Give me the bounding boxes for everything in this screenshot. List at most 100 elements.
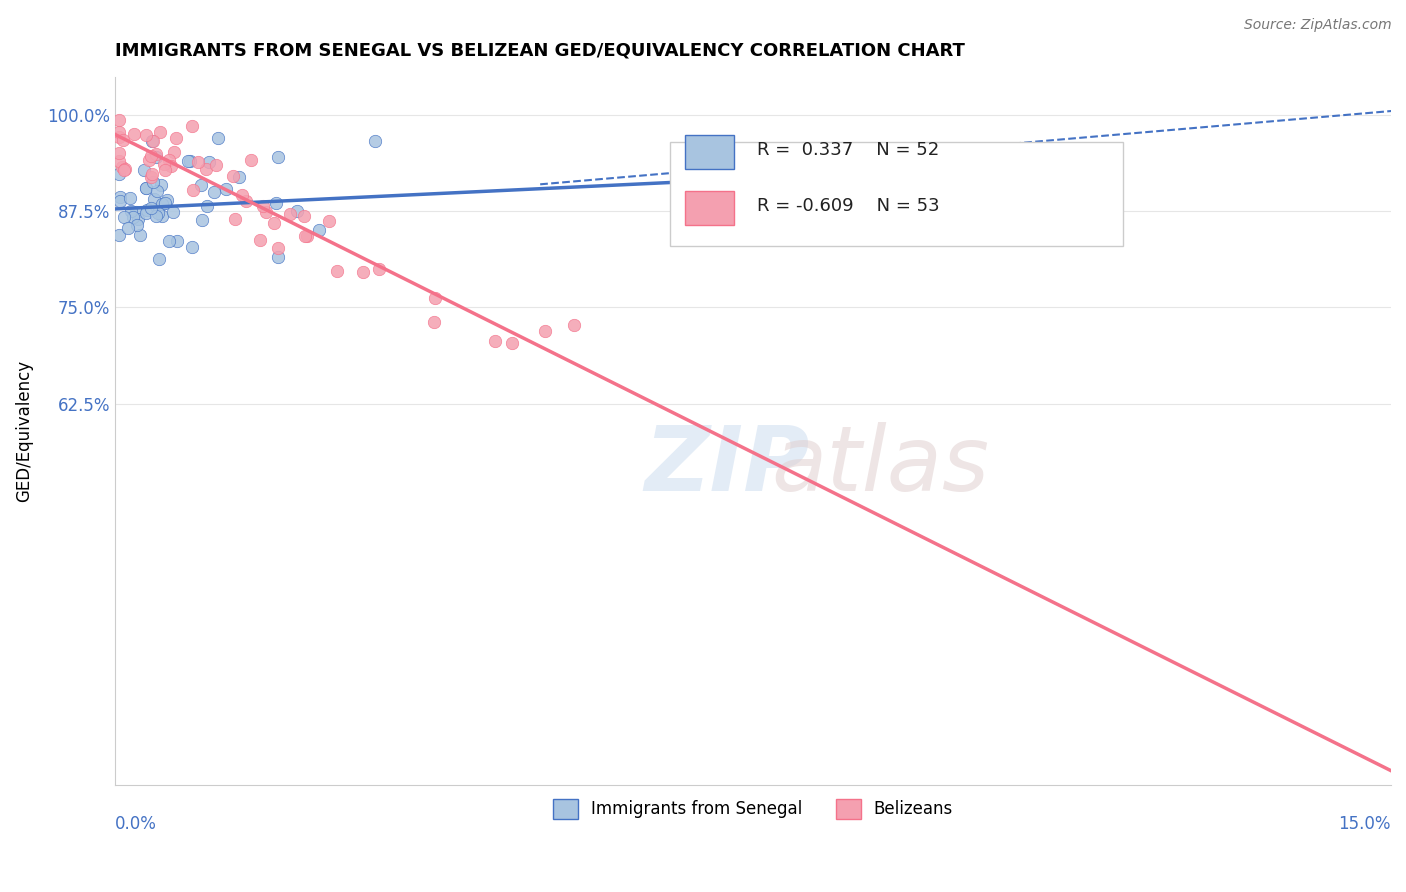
- Point: [135, 181, 157, 195]
- Text: ZIP: ZIP: [645, 422, 810, 510]
- Point: [134, 162, 156, 177]
- Point: [423, 291, 446, 305]
- Point: [352, 265, 374, 279]
- Point: [108, 167, 131, 181]
- Point: [146, 206, 169, 220]
- Point: [108, 112, 131, 127]
- Point: [122, 127, 145, 141]
- Point: [141, 134, 163, 148]
- Point: [108, 227, 131, 242]
- Point: [153, 157, 176, 171]
- Text: 0.0%: 0.0%: [115, 815, 156, 833]
- Point: [194, 162, 217, 177]
- Point: [252, 199, 274, 213]
- Point: [202, 185, 225, 199]
- Text: atlas: atlas: [772, 422, 990, 510]
- Point: [108, 190, 131, 204]
- Point: [149, 178, 172, 193]
- Point: [156, 193, 179, 207]
- Point: [534, 325, 557, 339]
- Point: [295, 228, 318, 243]
- Point: [363, 134, 385, 148]
- Point: [224, 211, 246, 226]
- Point: [231, 187, 253, 202]
- Point: [187, 155, 209, 169]
- Point: [127, 211, 149, 226]
- Point: [129, 227, 152, 242]
- Point: [267, 250, 290, 264]
- Point: [162, 205, 184, 219]
- Point: [145, 184, 167, 198]
- Point: [153, 196, 176, 211]
- Point: [176, 153, 198, 168]
- Point: [139, 148, 162, 162]
- Point: [145, 209, 167, 223]
- Point: [120, 192, 142, 206]
- Point: [125, 204, 148, 219]
- Point: [112, 133, 135, 147]
- Text: R =  0.337    N = 52: R = 0.337 N = 52: [756, 141, 939, 159]
- Point: [214, 182, 236, 196]
- Point: [222, 169, 245, 183]
- Point: [153, 163, 176, 178]
- Text: Source: ZipAtlas.com: Source: ZipAtlas.com: [1244, 18, 1392, 32]
- FancyBboxPatch shape: [685, 191, 734, 226]
- Point: [150, 196, 173, 211]
- Point: [138, 153, 160, 168]
- Point: [108, 194, 131, 209]
- Point: [145, 147, 167, 161]
- Point: [114, 210, 136, 224]
- Point: [166, 234, 188, 248]
- Point: [205, 158, 228, 172]
- Point: [136, 203, 159, 218]
- Point: [143, 192, 166, 206]
- Point: [135, 128, 157, 143]
- Point: [157, 153, 180, 167]
- Point: [235, 194, 257, 208]
- Point: [249, 233, 271, 247]
- Point: [145, 150, 167, 164]
- Point: [111, 160, 134, 174]
- Point: [267, 150, 290, 164]
- Point: [149, 125, 172, 139]
- Text: IMMIGRANTS FROM SENEGAL VS BELIZEAN GED/EQUIVALENCY CORRELATION CHART: IMMIGRANTS FROM SENEGAL VS BELIZEAN GED/…: [115, 42, 965, 60]
- Point: [294, 229, 316, 244]
- Point: [108, 146, 131, 161]
- Point: [139, 201, 162, 215]
- Point: [141, 167, 163, 181]
- Y-axis label: GED/Equivalency: GED/Equivalency: [15, 359, 32, 501]
- Point: [256, 204, 278, 219]
- Legend: Immigrants from Senegal, Belizeans: Immigrants from Senegal, Belizeans: [546, 792, 960, 826]
- FancyBboxPatch shape: [685, 135, 734, 169]
- Point: [135, 206, 157, 220]
- Point: [263, 216, 285, 230]
- Point: [240, 153, 263, 167]
- Point: [191, 213, 214, 227]
- Point: [190, 178, 212, 192]
- Point: [108, 154, 131, 169]
- Point: [160, 159, 183, 173]
- Point: [141, 134, 163, 148]
- Text: R = -0.609    N = 53: R = -0.609 N = 53: [756, 197, 939, 215]
- Point: [112, 162, 135, 177]
- Point: [195, 199, 218, 213]
- Point: [148, 252, 170, 266]
- Point: [562, 318, 585, 332]
- Point: [422, 316, 444, 330]
- Point: [165, 131, 187, 145]
- Point: [114, 162, 136, 177]
- Point: [180, 119, 202, 133]
- Point: [181, 240, 204, 254]
- Point: [108, 129, 131, 144]
- Point: [325, 263, 347, 277]
- Point: [308, 223, 330, 237]
- Point: [121, 210, 143, 224]
- Point: [228, 169, 250, 184]
- Point: [484, 334, 506, 348]
- Point: [135, 181, 157, 195]
- Point: [179, 154, 201, 169]
- Point: [207, 131, 229, 145]
- Point: [181, 183, 204, 197]
- Point: [117, 221, 139, 235]
- Point: [278, 207, 301, 221]
